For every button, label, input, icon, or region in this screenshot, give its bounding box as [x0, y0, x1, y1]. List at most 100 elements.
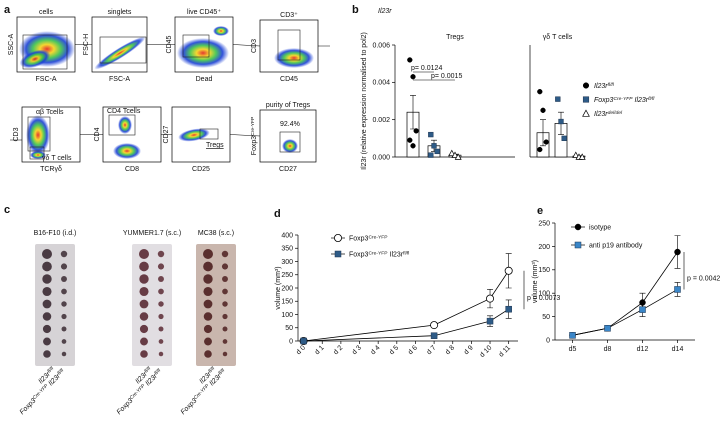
legend-label: Il23rdel/del [594, 110, 623, 119]
tumor [157, 250, 165, 258]
tumor-photo [196, 244, 236, 366]
tumor [139, 274, 149, 284]
legend-label: Foxp3Cre-YFP Il23rfl/fl [349, 250, 409, 259]
series-line [303, 308, 509, 342]
tumor [203, 312, 213, 321]
x-tick-label: d 1 [314, 344, 326, 356]
tumor [157, 263, 165, 270]
flow-x-label: CD8 [125, 166, 139, 173]
marker [407, 137, 413, 143]
tumor [61, 301, 67, 307]
flow-title: CD3⁺ [280, 12, 298, 19]
x-tick-label: d12 [637, 346, 649, 353]
y-label: Il23r (relative expression normalised to… [361, 32, 368, 170]
legend-label-part: Il23r [635, 97, 649, 104]
y-tick-label: 200 [281, 285, 293, 292]
tumor [42, 261, 52, 272]
genotype-label-part: Cre-YFP [128, 382, 146, 400]
x-tick-label: d 6 [407, 344, 419, 356]
model-title: MC38 (s.c.) [198, 230, 234, 237]
tumor [203, 249, 213, 259]
flow-x-label: CD45 [280, 76, 298, 83]
tumor [158, 339, 164, 344]
flow-gate-label: CD4 Tcells [107, 108, 141, 115]
p-value: p = 0.0073 [527, 295, 560, 302]
marker [578, 153, 586, 160]
tumor [203, 299, 213, 309]
genotype-label-part: fl/fl [207, 365, 216, 374]
flow-density [213, 26, 229, 36]
legend-label-part: Il23r [390, 252, 404, 259]
x-tick-label: d14 [672, 346, 684, 353]
flow-gate-label: αβ Tcells [36, 109, 64, 116]
marker [569, 332, 576, 339]
marker [639, 306, 646, 313]
y-label: volume (mm³) [275, 266, 282, 309]
marker [334, 250, 342, 258]
flow-y-label-part: Cre-YFP [250, 117, 256, 136]
marker [674, 286, 681, 293]
flow-x-label: CD25 [192, 166, 210, 173]
flow-x-label: TCRγδ [40, 166, 62, 173]
tumor [139, 249, 149, 259]
flow-y-label: CD27 [163, 125, 170, 143]
marker [434, 148, 440, 155]
x-tick-label: d 8 [444, 344, 456, 356]
marker [413, 128, 419, 134]
legend-label: Foxp3Cre-YFP [349, 234, 388, 243]
x-tick-label: d 4 [370, 344, 382, 356]
marker [486, 317, 494, 325]
flow-y-label: CD3 [251, 39, 258, 53]
marker [555, 96, 561, 102]
flow-density [26, 115, 50, 155]
marker [674, 248, 681, 256]
marker [430, 332, 438, 339]
marker [574, 223, 582, 231]
tumor [61, 276, 67, 282]
tumor [139, 286, 149, 297]
tumor [42, 249, 52, 259]
flow-plot-frame [259, 109, 317, 163]
flow-gate [29, 146, 45, 160]
p-value: p= 0.0015 [431, 73, 462, 80]
tumor [43, 337, 51, 346]
tumor-photo [35, 244, 75, 366]
tumor [42, 312, 52, 321]
tumor [60, 250, 68, 258]
tumor [61, 288, 67, 295]
flow-density [178, 128, 210, 142]
tumor [42, 324, 52, 334]
tumor [42, 286, 52, 297]
tumor [221, 263, 229, 270]
y-tick-label: 350 [281, 246, 293, 253]
flow-density [113, 143, 141, 159]
legend-label-part: Il23r [594, 111, 608, 118]
marker [572, 151, 580, 158]
tumor [203, 274, 213, 284]
tumor [139, 299, 149, 309]
tumor [158, 276, 164, 282]
legend-label-part: fl/fl [648, 96, 655, 102]
panel-label: e [537, 205, 543, 217]
figure-title: Il23r [378, 8, 392, 15]
tumor [139, 312, 149, 321]
y-tick-label: 0.002 [372, 117, 390, 124]
marker [410, 143, 416, 149]
line-chart: 0 50 100 150 200 250 300 350 400 d 0 d 1 d 2 d 3 d 4 d… [275, 232, 560, 359]
y-tick-label: 0 [546, 337, 550, 344]
legend-label: isotype [589, 225, 611, 232]
tumor [140, 350, 148, 358]
tumor [222, 351, 228, 357]
tumor [203, 261, 213, 272]
legend-label-part: Cre-YFP [613, 96, 633, 102]
tumor [158, 313, 164, 320]
legend-label: Foxp3Cre-YFP Il23rfl/fl [594, 96, 655, 105]
tumor-panel: B16-F10 (i.d.)Il23rfl/flFoxp3Cre-YFPIl23… [19, 230, 236, 416]
marker [582, 96, 590, 103]
marker [604, 325, 611, 332]
y-tick-label: 400 [281, 232, 293, 239]
marker [582, 82, 590, 89]
tumor [61, 351, 67, 357]
y-tick-label: 100 [538, 291, 550, 298]
panel-label: d [274, 208, 281, 220]
